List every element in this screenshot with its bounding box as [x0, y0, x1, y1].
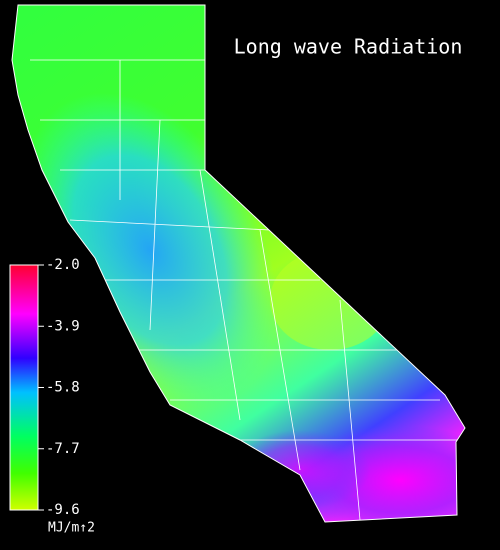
- colorbar-tick-label: -3.9: [46, 318, 80, 334]
- colorbar-tick-label: -7.7: [46, 441, 80, 457]
- colorbar-tick-label: -5.8: [46, 380, 80, 396]
- colorbar-tick-label: -9.6: [46, 502, 80, 518]
- colorbar-tick-label: -2.0: [46, 257, 80, 273]
- state-outline: [11, 4, 466, 523]
- colorbar: [9, 264, 39, 511]
- colorbar-unit: MJ/m↑2: [48, 521, 95, 536]
- map-title: Long wave Radiation: [234, 35, 463, 59]
